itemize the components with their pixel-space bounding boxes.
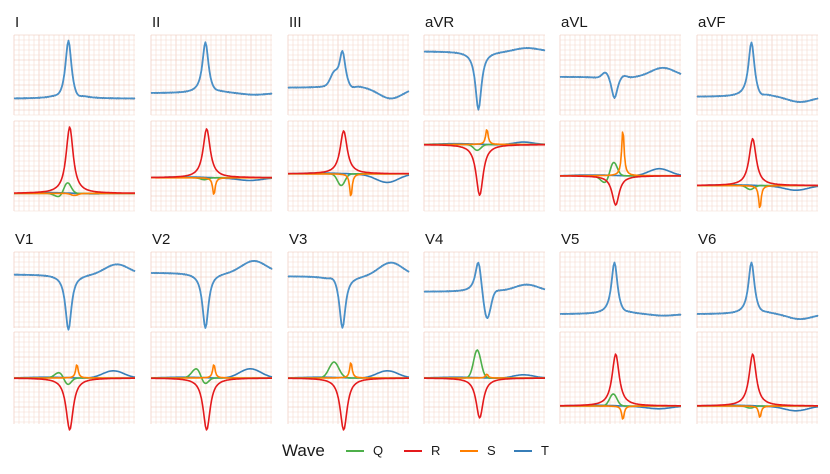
lead-ii-signal-grid <box>150 34 272 116</box>
lead-v1-wave-r <box>14 377 135 431</box>
legend-title: Wave <box>282 441 325 460</box>
lead-v4-title: V4 <box>425 231 443 248</box>
lead-v6-reconstructed-line <box>696 261 819 320</box>
lead-avr-panel: aVR <box>423 14 546 212</box>
lead-v5-panel: V5 <box>559 231 682 424</box>
lead-v6-title: V6 <box>698 231 716 248</box>
lead-avl-reconstructed-line <box>560 66 682 99</box>
lead-v4-wave-r <box>424 377 545 419</box>
lead-ii-wave-r <box>150 128 272 179</box>
lead-avf-waves-grid <box>696 120 818 212</box>
legend-item-q: Q <box>346 443 383 458</box>
lead-i-signal-grid <box>13 34 135 116</box>
lead-iii-reconstructed-line <box>288 50 410 100</box>
lead-v4-signal-plot-area <box>424 252 545 328</box>
lead-v6-waves-grid <box>696 331 818 424</box>
lead-i-wave-r <box>14 126 135 194</box>
lead-v3-signal-grid <box>287 251 409 328</box>
lead-avf-wave-r <box>697 137 818 187</box>
lead-iii-title: III <box>289 14 302 31</box>
lead-v5-signal-grid <box>559 251 681 328</box>
lead-v4-signal-grid <box>423 251 545 328</box>
lead-ii-reconstructed-line <box>150 41 273 96</box>
lead-v1-title: V1 <box>15 231 33 248</box>
lead-iii-wave-r <box>288 130 409 175</box>
lead-avl-waves-grid <box>559 120 681 212</box>
lead-avf-title: aVF <box>698 14 726 31</box>
lead-avr-reconstructed-line <box>424 47 546 111</box>
lead-i-title: I <box>15 14 19 31</box>
lead-v6-signal-plot-area <box>697 252 818 328</box>
legend-label-q: Q <box>373 443 383 458</box>
lead-v2-panel: V2 <box>150 231 273 431</box>
lead-avl-panel: aVL <box>559 14 682 212</box>
lead-v6-panel: V6 <box>696 231 819 424</box>
lead-v3-panel: V3 <box>287 231 410 431</box>
lead-v2-reconstructed-line <box>151 260 273 329</box>
lead-ii-title: II <box>152 14 160 31</box>
lead-v5-title: V5 <box>561 231 579 248</box>
legend-item-t: T <box>514 443 549 458</box>
legend-label-t: T <box>541 443 549 458</box>
lead-v3-title: V3 <box>289 231 307 248</box>
lead-avr-waves-grid <box>423 120 545 212</box>
lead-avf-reconstructed-line <box>697 41 819 103</box>
lead-v4-reconstructed-line <box>424 261 546 319</box>
lead-avr-title: aVR <box>425 14 454 31</box>
lead-v1-reconstructed-line <box>14 263 136 331</box>
lead-v2-title: V2 <box>152 231 170 248</box>
lead-v1-panel: V1 <box>13 231 136 431</box>
legend-label-r: R <box>431 443 440 458</box>
lead-iii-waves-grid <box>287 120 409 212</box>
lead-avr-wave-r <box>424 143 545 196</box>
legend: Wave Q R S T <box>282 441 549 460</box>
lead-v4-panel: V4 <box>423 231 546 424</box>
lead-v2-wave-r <box>151 377 272 431</box>
lead-v5-wave-r <box>560 353 681 407</box>
legend-item-r: R <box>404 443 440 458</box>
lead-v3-waves-grid <box>287 331 409 424</box>
lead-ii-panel: II <box>150 14 273 212</box>
lead-v5-reconstructed-line <box>559 261 682 317</box>
lead-avf-signal-grid <box>696 34 818 116</box>
lead-v3-reconstructed-line <box>288 261 410 329</box>
lead-avl-signal-grid <box>559 34 681 116</box>
lead-avl-wave-r <box>560 175 681 206</box>
lead-v6-wave-r <box>697 353 818 407</box>
lead-v3-wave-r <box>288 377 409 431</box>
lead-i-panel: I <box>13 14 136 212</box>
legend-items: Q R S T <box>346 443 549 458</box>
lead-iii-panel: III <box>287 14 410 212</box>
lead-avl-title: aVL <box>561 14 588 31</box>
legend-item-s: S <box>460 443 496 458</box>
lead-v1-signal-grid <box>13 251 135 328</box>
lead-v5-signal-plot-area <box>560 252 681 328</box>
lead-iii-signal-grid <box>287 34 409 116</box>
lead-i-reconstructed-line <box>14 39 135 100</box>
legend-label-s: S <box>487 443 496 458</box>
lead-avf-panel: aVF <box>696 14 819 212</box>
